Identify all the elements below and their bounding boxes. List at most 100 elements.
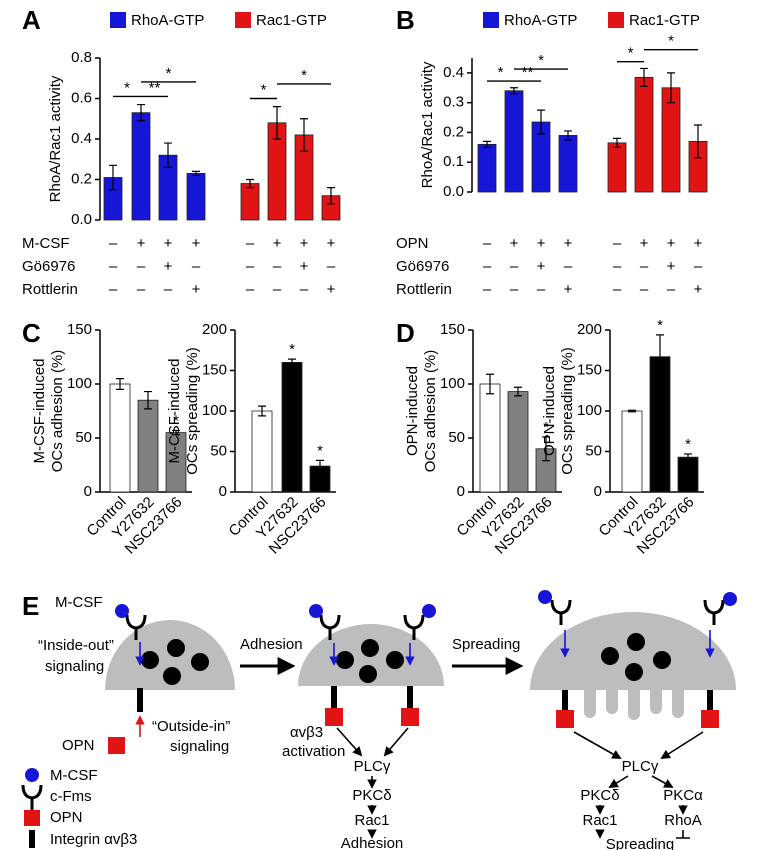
significance-label: * xyxy=(124,79,130,96)
treatment-mark: + xyxy=(694,235,703,252)
treatment-mark: + xyxy=(667,258,676,275)
ligand xyxy=(723,592,737,606)
label: Adhesion xyxy=(240,636,303,653)
y-tick-label: 200 xyxy=(577,321,602,338)
bar xyxy=(477,143,497,193)
y-tick-label: 0 xyxy=(457,483,465,500)
significance-label: * xyxy=(166,65,172,82)
label: RhoA xyxy=(664,812,702,829)
error-bar xyxy=(116,378,124,390)
treatment-mark: – xyxy=(613,281,622,298)
label: Spreading xyxy=(452,636,520,653)
bar xyxy=(607,142,627,193)
bar xyxy=(137,399,159,493)
legend-label: c-Fms xyxy=(50,788,92,805)
bar xyxy=(504,90,524,193)
legend-swatch xyxy=(235,12,251,28)
treatment-label: Rottlerin xyxy=(396,281,452,298)
treatment-mark: – xyxy=(273,281,282,298)
treatment-mark: – xyxy=(246,258,255,275)
treatment-mark: – xyxy=(537,281,546,298)
y-tick-label: 150 xyxy=(440,321,465,338)
cell xyxy=(530,612,736,690)
treatment-mark: – xyxy=(109,235,118,252)
error-bar xyxy=(510,87,518,95)
significance-label: * xyxy=(289,341,295,358)
treatment-mark: – xyxy=(164,281,173,298)
label: “Inside-out” xyxy=(38,637,114,654)
panel-label: A xyxy=(22,5,41,35)
y-tick-label: 0.4 xyxy=(71,130,92,147)
significance-label: * xyxy=(543,419,549,436)
y-tick-label: 50 xyxy=(448,429,465,446)
bar xyxy=(251,410,273,493)
significance-label: * xyxy=(628,45,634,62)
label: “Outside-in” xyxy=(152,718,230,735)
y-axis-label: OPN-induced xyxy=(541,366,558,456)
panel-label: C xyxy=(22,318,41,348)
error-bar xyxy=(109,164,117,191)
treatment-mark: + xyxy=(537,235,546,252)
y-tick-label: 0 xyxy=(84,483,92,500)
legend-label: OPN xyxy=(50,809,83,826)
bar xyxy=(281,361,303,493)
treatment-mark: + xyxy=(192,235,201,252)
panel-label: D xyxy=(396,318,415,348)
y-axis-label: RhoA/Rac1 activity xyxy=(47,75,64,202)
legend-label: RhoA-GTP xyxy=(504,12,577,29)
diagram: E M-CSF “Inside-out” signaling OPN “Outs… xyxy=(21,590,737,850)
y-tick-label: 0.0 xyxy=(71,211,92,228)
label: αvβ3 xyxy=(290,724,323,741)
error-bar xyxy=(537,109,545,135)
error-bar xyxy=(684,453,692,462)
error-bar xyxy=(164,142,172,168)
y-tick-label: 50 xyxy=(210,442,227,459)
y-tick-label: 0.8 xyxy=(71,49,92,66)
treatment-mark: – xyxy=(300,281,309,298)
y-tick-label: 200 xyxy=(202,321,227,338)
significance-label: * xyxy=(301,67,307,84)
significance-label: ** xyxy=(149,79,161,96)
treatment-mark: + xyxy=(300,258,309,275)
bar xyxy=(634,76,654,193)
legend-symbol xyxy=(21,783,43,812)
error-bar xyxy=(246,178,254,189)
treatment-mark: + xyxy=(164,258,173,275)
y-axis-label: OCs adhesion (%) xyxy=(422,350,439,473)
error-bar xyxy=(613,137,621,148)
label: PKCα xyxy=(663,787,703,804)
significance-label: * xyxy=(668,33,674,50)
treatment-mark: + xyxy=(640,235,649,252)
inhibition xyxy=(676,830,690,839)
y-axis-label: OCs adhesion (%) xyxy=(49,350,66,473)
treatment-mark: – xyxy=(327,258,336,275)
treatment-mark: + xyxy=(327,281,336,298)
treatment-mark: – xyxy=(273,258,282,275)
treatment-mark: + xyxy=(137,235,146,252)
significance-label: * xyxy=(657,317,663,334)
y-tick-label: 0.2 xyxy=(71,170,92,187)
y-tick-label: 100 xyxy=(440,375,465,392)
treatment-mark: + xyxy=(164,235,173,252)
error-bar xyxy=(483,140,491,148)
receptor xyxy=(550,598,572,627)
label: signaling xyxy=(45,658,104,675)
legend-label: Integrin αvβ3 xyxy=(50,831,137,848)
y-tick-label: 50 xyxy=(585,442,602,459)
legend-swatch xyxy=(110,12,126,28)
opn xyxy=(701,710,719,728)
arrow xyxy=(608,775,629,789)
ligand xyxy=(422,604,436,618)
treatment-mark: + xyxy=(564,281,573,298)
treatment-mark: – xyxy=(246,235,255,252)
treatment-mark: + xyxy=(537,258,546,275)
y-tick-label: 150 xyxy=(67,321,92,338)
error-bar xyxy=(486,373,494,395)
bar xyxy=(109,383,131,493)
treatment-mark: + xyxy=(694,281,703,298)
significance-label: * xyxy=(685,436,691,453)
treatment-mark: – xyxy=(137,258,146,275)
treatment-mark: – xyxy=(510,258,519,275)
legend-label: Rac1-GTP xyxy=(256,12,327,29)
